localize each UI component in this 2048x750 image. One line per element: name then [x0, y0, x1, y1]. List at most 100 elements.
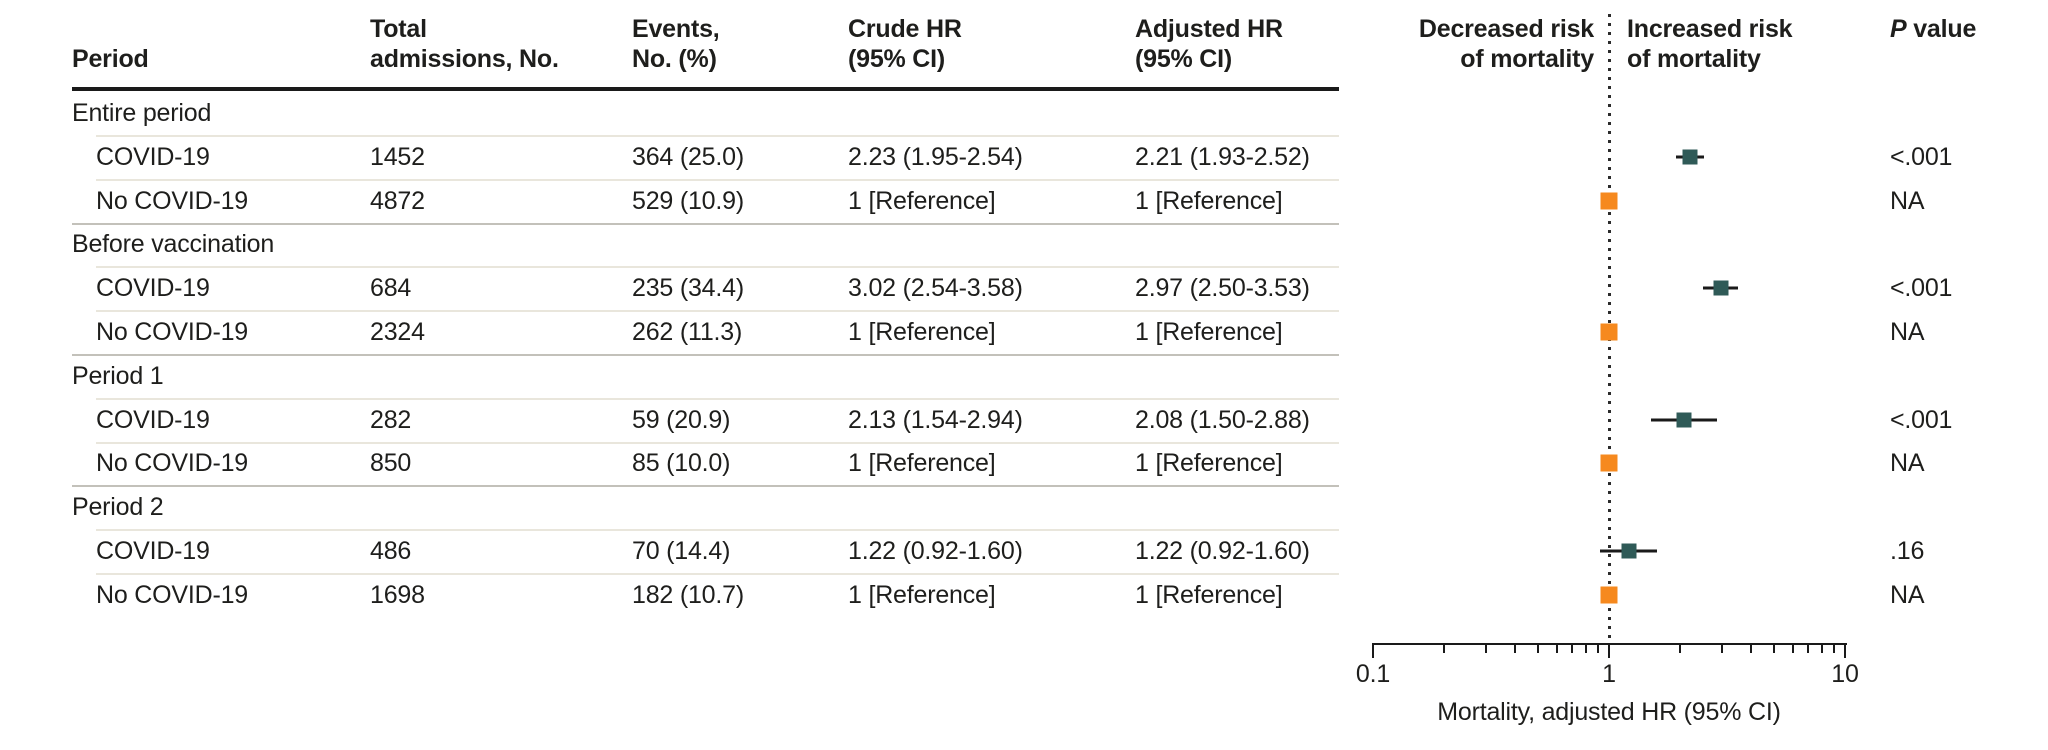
pvalue-header-italic-p: P: [1890, 15, 1907, 43]
cell-events: 85 (10.0): [632, 449, 731, 478]
table-section-label: Period 2: [72, 493, 164, 522]
cell-adjusted-hr: 2.08 (1.50-2.88): [1135, 405, 1310, 434]
cell-total: 1698: [370, 580, 425, 609]
x-axis-major-tick: [1372, 643, 1374, 658]
column-header-period: Period: [72, 45, 149, 73]
cell-total: 486: [370, 537, 412, 565]
row-rule: [96, 529, 1339, 532]
cell-pvalue: <.001: [1890, 142, 1953, 171]
x-axis-minor-tick: [1679, 643, 1682, 653]
cell-events: 529 (10.9): [632, 186, 744, 215]
cell-period: No COVID-19: [96, 186, 249, 215]
row-rule: [96, 135, 1339, 137]
reference-marker: [1600, 323, 1618, 341]
cell-adjusted-hr: 1 [Reference]: [1135, 580, 1283, 609]
section-divider-rule: [72, 354, 1339, 356]
x-axis-major-tick: [1608, 643, 1610, 658]
cell-period: COVID-19: [96, 142, 210, 171]
x-axis-minor-tick: [1555, 643, 1558, 653]
hr-point-marker: [1676, 412, 1692, 428]
cell-total: 282: [370, 405, 412, 434]
cell-total: 850: [370, 449, 412, 478]
section-divider-rule: [72, 485, 1339, 488]
x-axis-tick-label: 10: [1831, 660, 1859, 688]
cell-crude-hr: 2.13 (1.54-2.94): [848, 405, 1023, 434]
cell-period: COVID-19: [96, 405, 210, 434]
cell-total: 684: [370, 274, 412, 303]
cell-total: 4872: [370, 186, 425, 215]
table-section-label: Before vaccination: [72, 230, 275, 259]
cell-crude-hr: 1 [Reference]: [848, 318, 996, 346]
cell-pvalue: <.001: [1890, 274, 1953, 303]
x-axis-minor-tick: [1833, 643, 1836, 653]
column-header-crude: Crude HR (95% CI): [848, 15, 962, 73]
cell-period: No COVID-19: [96, 580, 249, 609]
cell-crude-hr: 1.22 (0.92-1.60): [848, 537, 1023, 565]
x-axis-title: Mortality, adjusted HR (95% CI): [1437, 698, 1781, 726]
cell-adjusted-hr: 1 [Reference]: [1135, 318, 1283, 346]
cell-events: 262 (11.3): [632, 318, 743, 346]
x-axis-minor-tick: [1750, 643, 1753, 653]
x-axis-major-tick: [1844, 643, 1846, 658]
x-axis-tick-label: 1: [1602, 660, 1616, 688]
x-axis-minor-tick: [1807, 643, 1810, 653]
reference-marker: [1600, 192, 1618, 210]
cell-period: No COVID-19: [96, 449, 249, 478]
reference-marker: [1600, 586, 1618, 604]
x-axis-minor-tick: [1571, 643, 1574, 653]
row-rule: [96, 178, 1339, 181]
cell-adjusted-hr: 1.22 (0.92-1.60): [1135, 537, 1310, 565]
x-axis-minor-tick: [1597, 643, 1600, 653]
column-header-pvalue: P value: [1890, 14, 1976, 44]
table-section-label: Entire period: [72, 99, 212, 127]
x-axis-minor-tick: [1484, 643, 1487, 653]
hr-point-marker: [1682, 149, 1698, 165]
cell-crude-hr: 1 [Reference]: [848, 449, 996, 478]
x-axis-minor-tick: [1514, 643, 1517, 653]
cell-crude-hr: 1 [Reference]: [848, 580, 996, 609]
cell-adjusted-hr: 2.97 (2.50-3.53): [1135, 274, 1310, 303]
forest-header-decreased-risk: Decreased risk of mortality: [1418, 15, 1594, 73]
table-header-rule: [72, 87, 1339, 91]
cell-adjusted-hr: 1 [Reference]: [1135, 449, 1283, 478]
section-divider-rule: [72, 222, 1339, 225]
cell-adjusted-hr: 1 [Reference]: [1135, 186, 1283, 215]
hr-point-marker: [1621, 543, 1637, 559]
table-section-label: Period 1: [72, 361, 164, 390]
cell-period: COVID-19: [96, 274, 210, 303]
column-header-total: Total admissions, No.: [370, 15, 559, 73]
cell-total: 2324: [370, 318, 425, 346]
row-rule: [96, 573, 1339, 575]
cell-crude-hr: 3.02 (2.54-3.58): [848, 274, 1023, 303]
x-axis-minor-tick: [1791, 643, 1794, 653]
x-axis-tick-label: 0.1: [1355, 660, 1391, 688]
row-rule: [96, 266, 1339, 269]
cell-period: No COVID-19: [96, 318, 249, 346]
column-header-events: Events, No. (%): [632, 15, 720, 73]
cell-events: 59 (20.9): [632, 405, 731, 434]
cell-pvalue: .16: [1890, 537, 1925, 565]
x-axis-minor-tick: [1821, 643, 1824, 653]
x-axis-line: [1373, 643, 1847, 645]
cell-adjusted-hr: 2.21 (1.93-2.52): [1135, 142, 1310, 171]
x-axis-minor-tick: [1585, 643, 1588, 653]
x-axis-minor-tick: [1772, 643, 1775, 653]
x-axis-minor-tick: [1443, 643, 1446, 653]
hr-point-marker: [1713, 280, 1729, 296]
cell-events: 364 (25.0): [632, 142, 744, 171]
cell-crude-hr: 1 [Reference]: [848, 186, 996, 215]
cell-pvalue: NA: [1890, 449, 1925, 478]
cell-total: 1452: [370, 142, 425, 171]
row-rule: [96, 310, 1339, 313]
cell-crude-hr: 2.23 (1.95-2.54): [848, 142, 1023, 171]
cell-events: 70 (14.4): [632, 537, 731, 565]
row-rule: [96, 397, 1339, 400]
cell-pvalue: NA: [1890, 186, 1925, 215]
cell-events: 182 (10.7): [632, 580, 744, 609]
forest-header-increased-risk: Increased risk of mortality: [1627, 15, 1793, 73]
x-axis-minor-tick: [1536, 643, 1539, 653]
cell-period: COVID-19: [96, 537, 210, 565]
cell-pvalue: NA: [1890, 580, 1925, 609]
x-axis-minor-tick: [1720, 643, 1723, 653]
